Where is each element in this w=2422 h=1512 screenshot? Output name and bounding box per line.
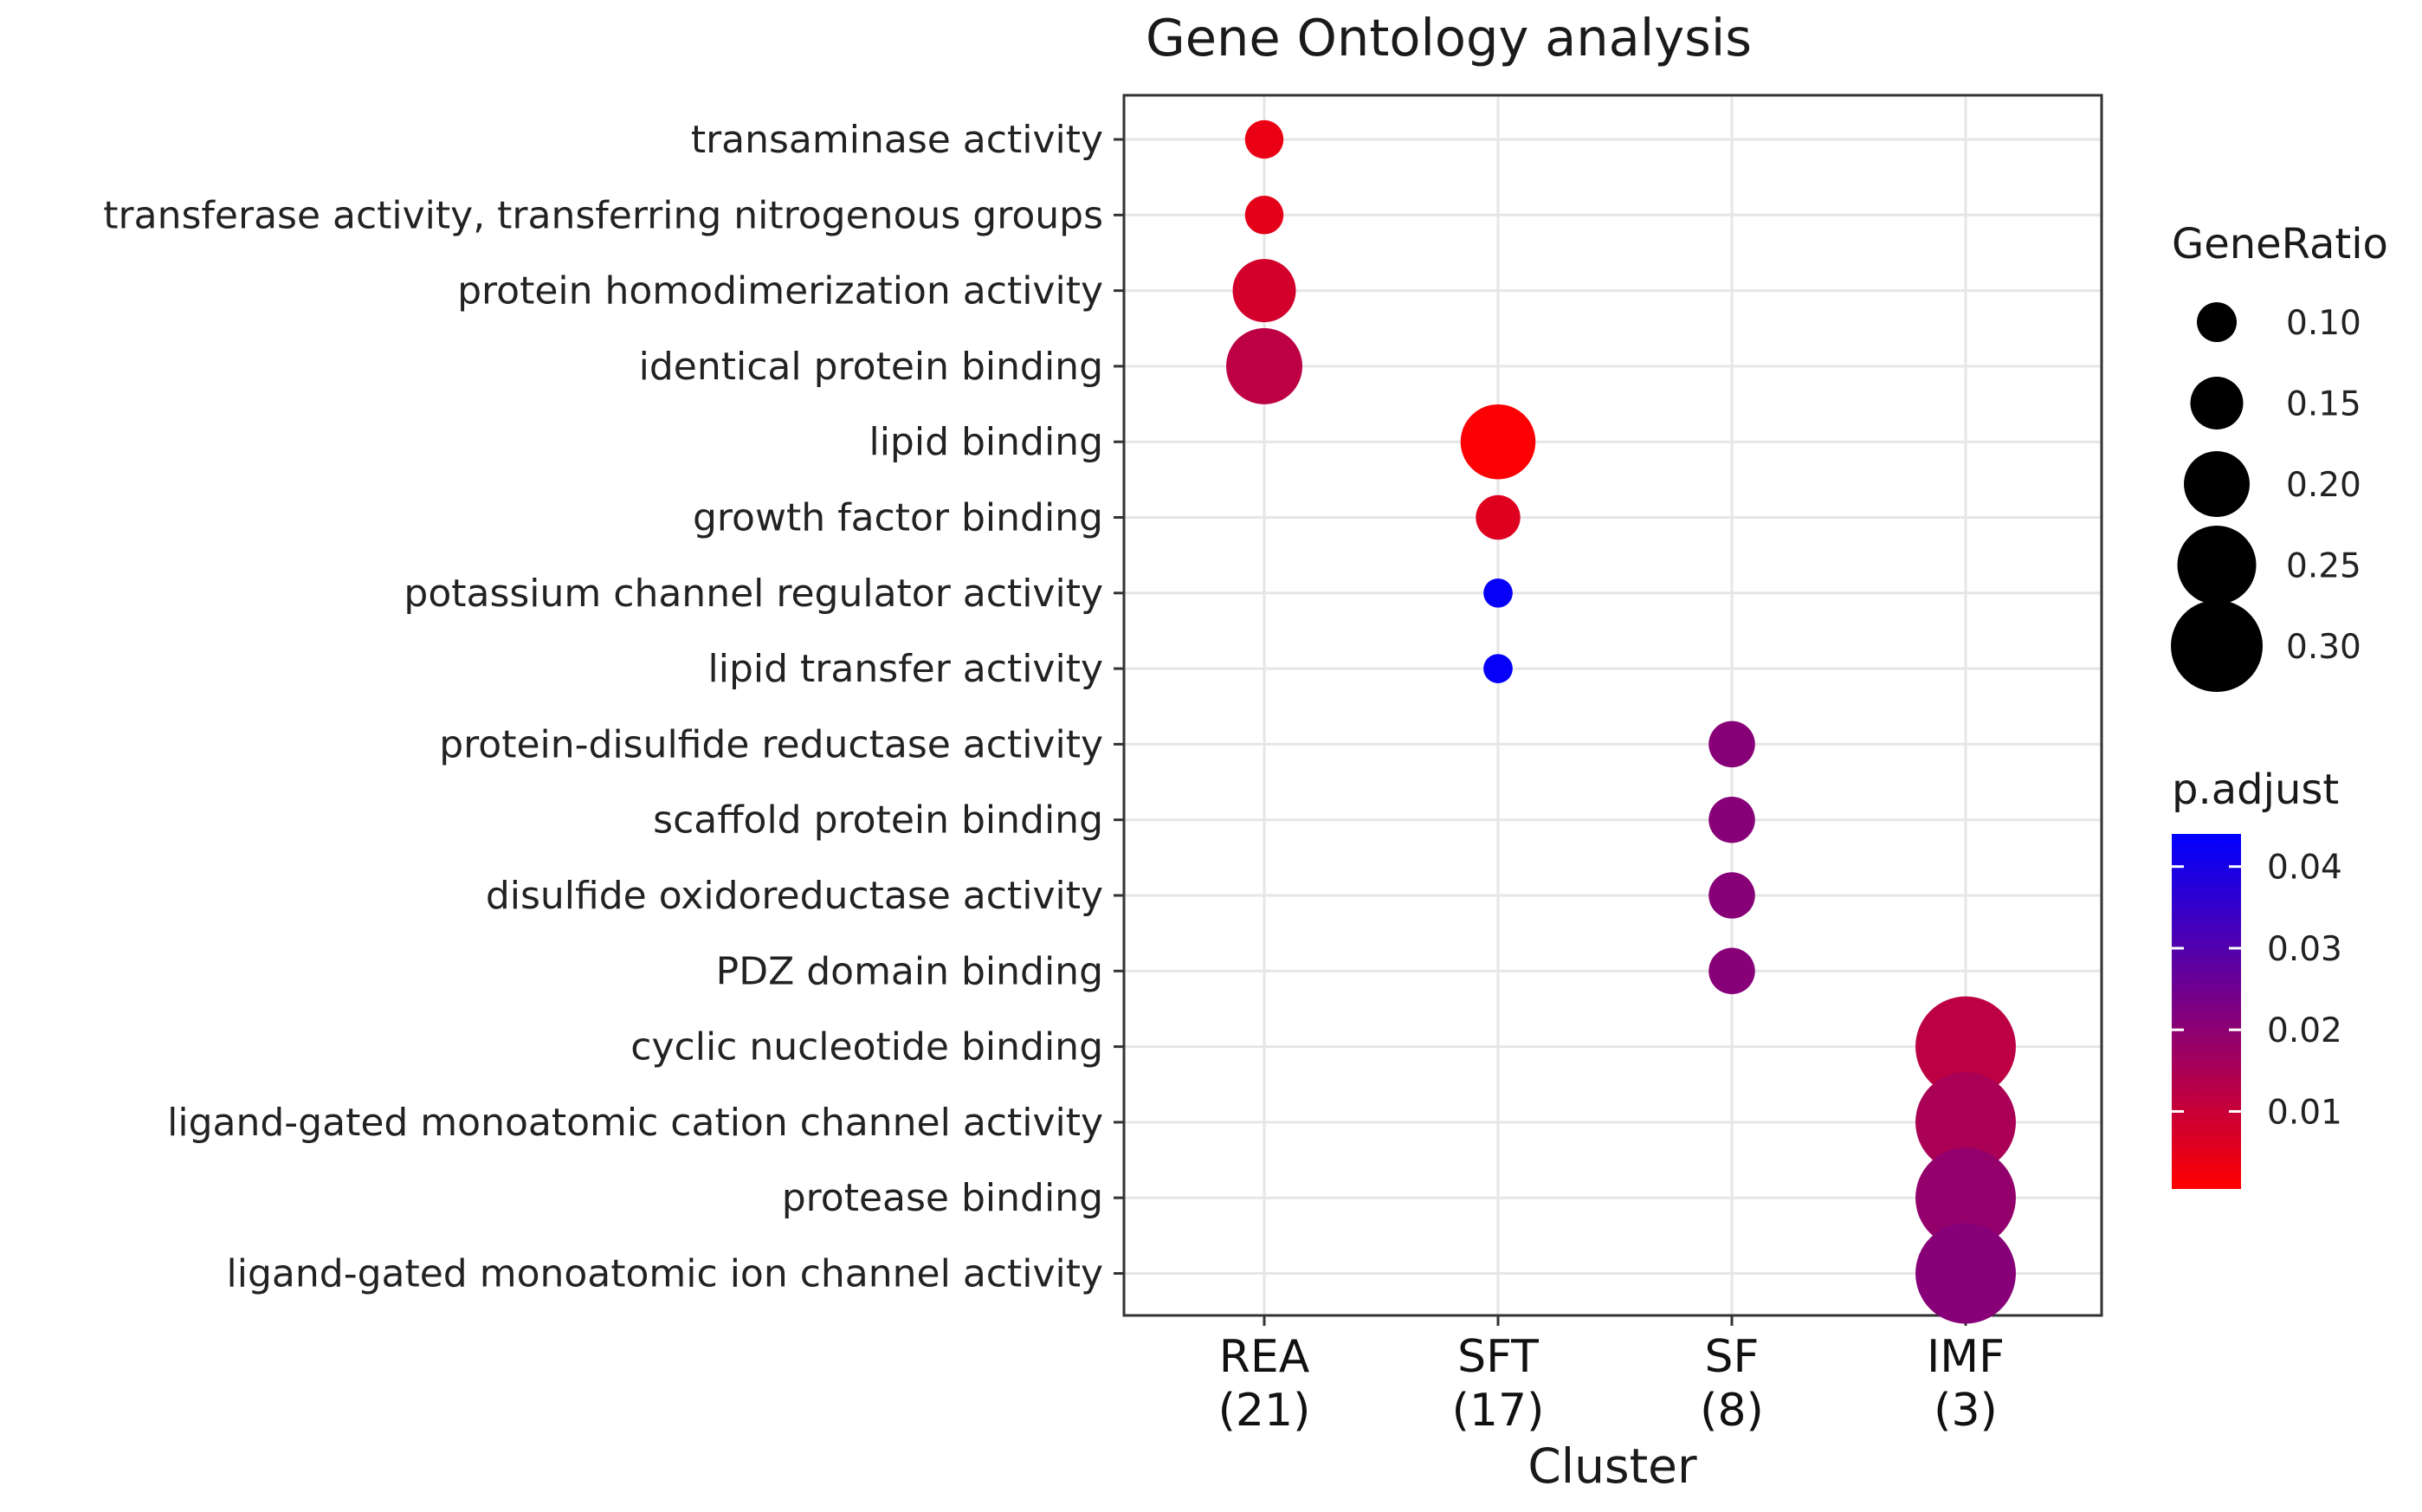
y-tick-label: protein-disulfide reductase activity <box>439 722 1103 766</box>
color-legend-label: 0.01 <box>2267 1093 2342 1132</box>
x-tick-label: REA <box>1219 1331 1310 1383</box>
chart-title: Gene Ontology analysis <box>1146 8 1752 68</box>
color-legend-bar <box>2172 834 2241 1189</box>
data-point <box>1915 1147 2016 1249</box>
y-tick-label: lipid transfer activity <box>708 647 1103 691</box>
data-point <box>1915 996 2016 1097</box>
color-legend-label: 0.03 <box>2267 930 2342 969</box>
data-point <box>1915 1071 2016 1173</box>
data-point <box>1244 120 1284 159</box>
data-point <box>1708 796 1755 843</box>
data-point <box>1476 494 1521 540</box>
data-points <box>1226 120 2016 1324</box>
y-tick-label: disulfide oxidoreductase activity <box>486 874 1103 918</box>
y-tick-label: potassium channel regulator activity <box>404 572 1103 616</box>
data-point <box>1232 259 1296 323</box>
data-point <box>1460 404 1536 480</box>
color-legend-label: 0.04 <box>2267 849 2342 888</box>
size-legend-label: 0.30 <box>2286 628 2361 667</box>
size-legend-label: 0.25 <box>2286 547 2361 586</box>
size-legend-key <box>2190 377 2244 430</box>
x-tick-label: IMF <box>1927 1331 2005 1383</box>
data-point <box>1708 720 1755 768</box>
x-tick-count: (21) <box>1218 1385 1311 1437</box>
y-tick-label: transferase activity, transferring nitro… <box>103 193 1103 237</box>
size-legend-key <box>2177 526 2257 604</box>
y-tick-label: identical protein binding <box>639 345 1103 389</box>
y-tick-label: lipid binding <box>869 420 1103 464</box>
size-legend: 0.10 0.15 0.20 0.25 0.30 <box>2171 302 2361 692</box>
x-axis: REA(21) SFT(17) SF(8) IMF(3) <box>1218 1315 2005 1437</box>
x-tick-label: SFT <box>1457 1331 1539 1383</box>
data-point <box>1244 196 1284 235</box>
x-tick-count: (3) <box>1934 1385 1998 1437</box>
y-tick-label: cyclic nucleotide binding <box>630 1025 1103 1069</box>
data-point <box>1483 578 1513 608</box>
x-axis-title: Cluster <box>1527 1438 1697 1494</box>
y-tick-label: growth factor binding <box>693 496 1103 540</box>
y-tick-label: ligand-gated monoatomic ion channel acti… <box>227 1252 1103 1296</box>
data-point <box>1226 327 1302 404</box>
y-axis: transaminase activity transferase activit… <box>103 118 1124 1296</box>
x-tick-count: (17) <box>1452 1385 1545 1437</box>
y-tick-label: PDZ domain binding <box>716 949 1103 993</box>
size-legend-label: 0.15 <box>2286 385 2361 424</box>
y-tick-label: scaffold protein binding <box>653 798 1103 843</box>
x-tick-label: SF <box>1705 1331 1760 1383</box>
plot-panel <box>1122 94 2103 1317</box>
size-legend-label: 0.20 <box>2286 466 2361 505</box>
color-legend-title: p.adjust <box>2172 766 2339 814</box>
data-point <box>1915 1223 2016 1324</box>
size-legend-title: GeneRatio <box>2172 220 2388 268</box>
y-tick-label: ligand-gated monoatomic cation channel a… <box>167 1101 1103 1145</box>
y-tick-label: protease binding <box>782 1176 1103 1220</box>
y-tick-label: transaminase activity <box>691 118 1103 162</box>
y-tick-label: protein homodimerization activity <box>457 269 1103 313</box>
size-legend-label: 0.10 <box>2286 304 2361 343</box>
size-legend-key <box>2197 302 2237 342</box>
size-legend-key <box>2184 451 2250 517</box>
data-point <box>1708 872 1755 919</box>
x-tick-count: (8) <box>1700 1385 1764 1437</box>
color-legend-label: 0.02 <box>2267 1011 2342 1050</box>
data-point <box>1483 654 1513 683</box>
data-point <box>1708 947 1755 995</box>
size-legend-key <box>2171 600 2263 692</box>
color-legend: 0.01 0.02 0.03 0.04 <box>2172 849 2342 1132</box>
